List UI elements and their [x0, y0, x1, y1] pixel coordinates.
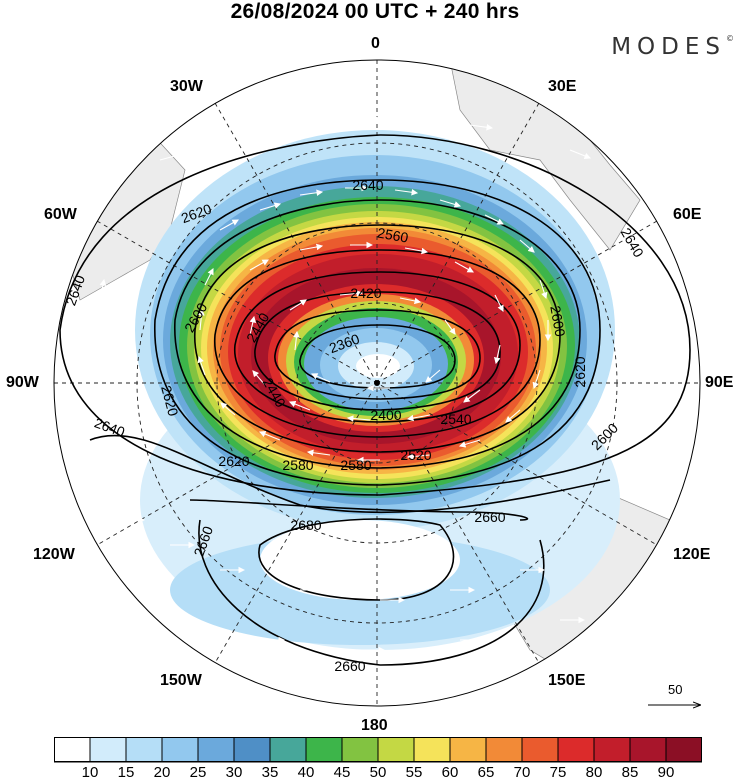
colorbar-tick-label: 10 [81, 764, 99, 781]
contour-label: 2660 [334, 658, 365, 674]
colorbar-cell [557, 737, 595, 763]
height-contours [59, 134, 691, 666]
lon-label-150e: 150E [548, 672, 586, 689]
map-title: 26/08/2024 00 UTC + 240 hrs [230, 0, 520, 23]
lon-label-90w: 90W [6, 374, 39, 391]
colorbar-cell [665, 737, 702, 763]
lon-label-120w: 120W [33, 546, 75, 563]
contour-label: 2620 [572, 356, 588, 387]
modes-logo: MODES© [611, 34, 734, 60]
lon-label-120e: 120E [673, 546, 711, 563]
colorbar-tick-label: 45 [333, 764, 351, 781]
colorbar-tick-label: 70 [513, 764, 531, 781]
contour-label: 2400 [370, 407, 401, 423]
wind-reference-label: 50 [668, 682, 683, 697]
contour-label: 2640 [352, 177, 383, 193]
colorbar-cell [161, 737, 199, 763]
lon-label-90e: 90E [705, 374, 734, 391]
colorbar-tick-label: 50 [369, 764, 387, 781]
map-border [53, 59, 701, 707]
colorbar-tick-label: 90 [657, 764, 675, 781]
colorbar-cell [629, 737, 667, 763]
colorbar-tick-label: 25 [189, 764, 207, 781]
lon-label-150w: 150W [160, 672, 202, 689]
colorbar-tick-label: 55 [405, 764, 423, 781]
colorbar-tick-label: 15 [117, 764, 135, 781]
lon-label-30e: 30E [548, 78, 577, 95]
contour-label: 2420 [350, 285, 381, 301]
colorbar-cell [89, 737, 127, 763]
colorbar-cell [377, 737, 415, 763]
contour-label: 2680 [290, 517, 321, 533]
colorbar-cell [233, 737, 271, 763]
contour-label: 2580 [282, 457, 313, 473]
lon-label-0: 0 [371, 35, 380, 52]
map-disc [54, 60, 700, 706]
contour-label: 2660 [474, 509, 505, 525]
contour-label: 2620 [218, 453, 249, 469]
colorbar-cell [125, 737, 163, 763]
colorbar-tick-label: 60 [441, 764, 459, 781]
colorbar-tick-label: 75 [549, 764, 567, 781]
contour-label: 2520 [400, 447, 431, 463]
colorbar-cell [341, 737, 379, 763]
colorbar-tick-label: 65 [477, 764, 495, 781]
pole-marker [374, 380, 380, 386]
colorbar-tick-label: 80 [585, 764, 603, 781]
colorbar-cell [593, 737, 631, 763]
lon-label-30w: 30W [170, 78, 203, 95]
copyright-mark: © [726, 34, 734, 43]
colorbar-cell [269, 737, 307, 763]
brand-text: MODES [611, 34, 726, 60]
colorbar-cell [449, 737, 487, 763]
colorbar-cell [305, 737, 343, 763]
contour-label: 2600 [547, 304, 568, 338]
colorbar [54, 737, 702, 763]
colorbar-tick-label: 20 [153, 764, 171, 781]
colorbar-cell [413, 737, 451, 763]
colorbar-tick-label: 85 [621, 764, 639, 781]
colorbar-cell [485, 737, 523, 763]
colorbar-cell [54, 737, 91, 763]
contour-label: 2620 [158, 384, 182, 418]
contour-label: 2560 [376, 224, 410, 245]
lon-label-180: 180 [361, 717, 388, 734]
colorbar-tick-label: 35 [261, 764, 279, 781]
colorbar-tick-label: 40 [297, 764, 315, 781]
lon-label-60e: 60E [673, 206, 702, 223]
contour-label: 2540 [440, 411, 471, 427]
colorbar-tick-label: 30 [225, 764, 243, 781]
contour-label: 2580 [340, 457, 371, 473]
wind-vectors [99, 116, 642, 654]
lon-label-60w: 60W [44, 206, 77, 223]
colorbar-cell [197, 737, 235, 763]
colorbar-cell [521, 737, 559, 763]
